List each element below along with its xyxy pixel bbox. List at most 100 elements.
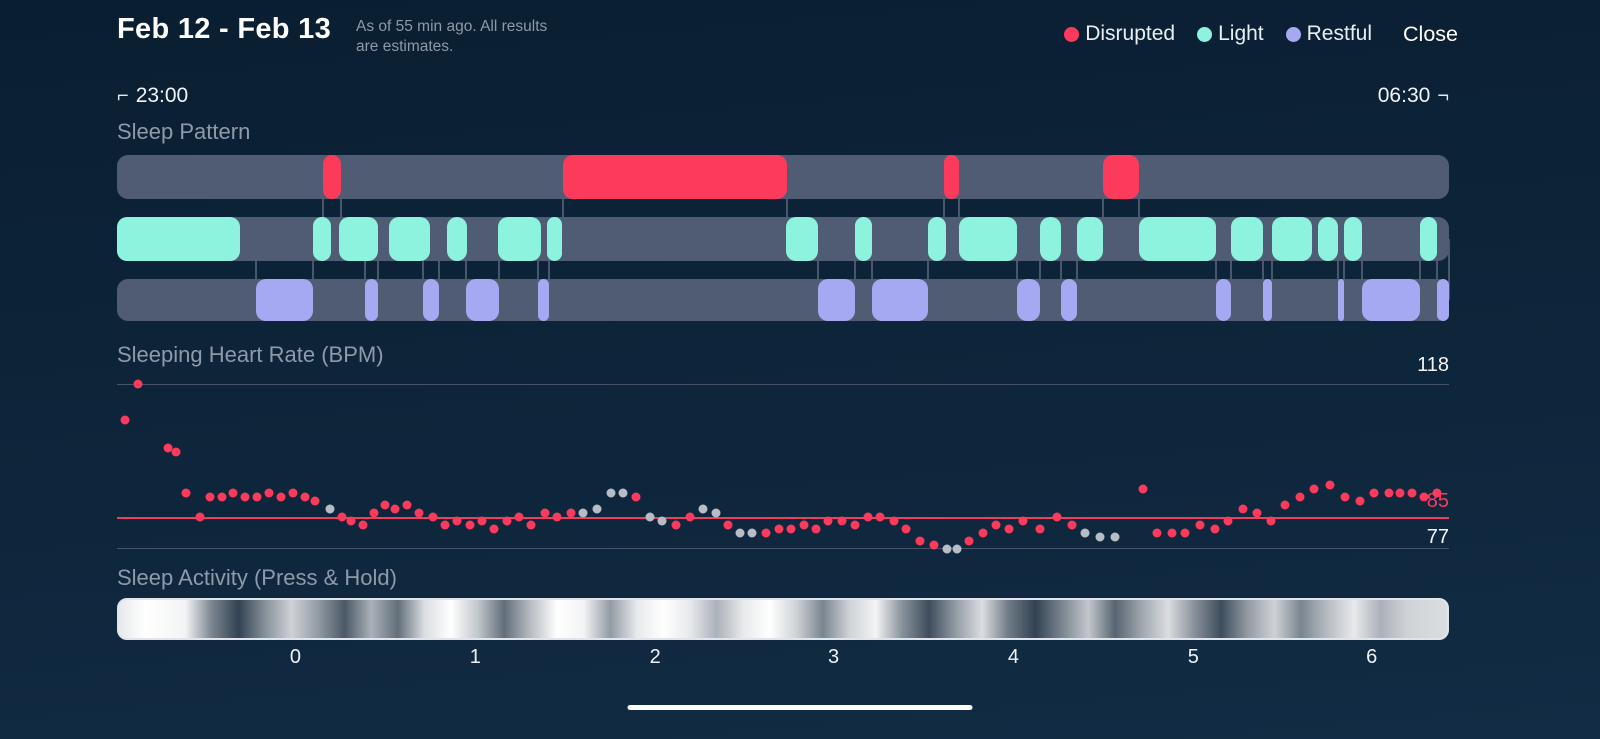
heart-rate-dot [205, 492, 215, 502]
heart-rate-dot [1432, 488, 1442, 498]
heart-rate-chart[interactable] [117, 379, 1449, 554]
heart-rate-dot [346, 516, 356, 526]
restful-segment [1017, 279, 1041, 321]
min-reference-line [117, 548, 1449, 549]
light-segment [388, 217, 430, 261]
heart-rate-dot [1419, 492, 1429, 502]
heart-rate-dot [901, 524, 911, 534]
light-segment [928, 217, 946, 261]
date-range-title: Feb 12 - Feb 13 [117, 13, 332, 45]
heart-rate-dot [875, 512, 885, 522]
heart-rate-dot [799, 520, 809, 530]
light-segment [1077, 217, 1103, 261]
restful-segment [1437, 279, 1449, 321]
x-axis-tick: 2 [649, 646, 661, 668]
heart-rate-dot [631, 492, 641, 502]
connector-line [1337, 239, 1340, 300]
heart-rate-dot [1238, 504, 1248, 514]
x-axis-tick: 0 [289, 646, 302, 668]
light-track [117, 217, 1449, 261]
home-indicator[interactable] [627, 705, 973, 710]
heart-rate-dot [133, 379, 143, 389]
heart-rate-dot [1266, 516, 1275, 526]
restful-segment [537, 279, 549, 321]
heart-rate-dot [428, 512, 438, 522]
disrupted-segment [323, 155, 341, 199]
connector-line [1137, 177, 1140, 239]
heart-rate-dot [1035, 524, 1045, 534]
connector-line [1076, 239, 1079, 300]
left-corner-bracket-icon: ⌐ [117, 85, 129, 107]
connector-line [254, 239, 257, 300]
heart-rate-dot [477, 516, 487, 526]
heart-rate-dot [325, 504, 335, 514]
heart-rate-dot [786, 524, 796, 534]
min-bpm-label: 77 [1426, 526, 1449, 548]
x-axis-tick: 1 [469, 646, 481, 668]
heart-rate-dot [552, 512, 562, 522]
restful-segment [817, 279, 855, 321]
disrupted-segment [563, 155, 787, 199]
connector-line [311, 239, 314, 300]
heart-rate-dot [1280, 500, 1290, 510]
connector-line [1101, 177, 1104, 239]
heart-rate-dot [1067, 520, 1077, 530]
heart-rate-dot [761, 528, 771, 538]
sleep-activity-bar[interactable] [117, 598, 1449, 640]
connector-line [1060, 239, 1063, 300]
disrupted-dot-icon [1064, 26, 1080, 42]
restful-segment [1215, 279, 1231, 321]
heart-rate-dot [1052, 512, 1062, 522]
light-segment [785, 217, 818, 261]
connector-line [816, 239, 819, 300]
heart-rate-dot [735, 528, 745, 538]
heart-rate-dot [645, 512, 655, 522]
heart-rate-dot [171, 447, 181, 457]
as-of-line1: As of 55 min ago. All results [356, 18, 548, 35]
heart-rate-dot [1180, 528, 1190, 538]
sleep-pattern-chart[interactable] [117, 155, 1450, 323]
light-segment [312, 217, 332, 261]
heart-rate-dot [402, 500, 412, 510]
heart-rate-dot [440, 520, 450, 530]
legend-label-light: Light [1218, 22, 1264, 45]
heart-rate-dot [915, 536, 925, 546]
heart-rate-dot [465, 520, 475, 530]
heart-rate-dot [1095, 532, 1105, 542]
heart-rate-dot [514, 512, 524, 522]
restful-segment [364, 279, 379, 321]
connector-line [547, 239, 550, 300]
legend-label-disrupted: Disrupted [1085, 22, 1176, 45]
connector-line [562, 177, 565, 239]
light-segment [1419, 217, 1437, 261]
connector-line [785, 177, 788, 239]
heart-rate-dot [489, 524, 499, 534]
heart-rate-dot [228, 488, 238, 498]
restful-segment [465, 279, 500, 321]
heart-rate-dot [578, 508, 588, 518]
heart-rate-dot [1195, 520, 1205, 530]
time-range-row: ⌐ 23:00 06:30 ¬ [117, 84, 1449, 108]
heart-rate-dot [850, 520, 860, 530]
legend-item-light: Light [1197, 22, 1264, 46]
start-time-label: 23:00 [135, 84, 189, 107]
light-segment [117, 217, 240, 261]
heart-rate-dot [1210, 524, 1220, 534]
as-of-note: As of 55 min ago. All results are estima… [356, 17, 547, 57]
heart-rate-dot [240, 492, 250, 502]
heart-rate-dot [1369, 488, 1379, 498]
light-dot-icon [1197, 26, 1213, 42]
connector-line [871, 239, 874, 300]
restful-segment [1338, 279, 1344, 321]
close-button[interactable]: Close [1403, 22, 1458, 46]
heart-rate-dot [1223, 516, 1233, 526]
light-segment [447, 217, 468, 261]
x-axis-tick: 3 [828, 646, 840, 668]
connector-line [1261, 239, 1264, 300]
light-segment [1138, 217, 1216, 261]
connector-line [1016, 239, 1019, 300]
heart-rate-dot [774, 524, 784, 534]
avg-bpm-label: 85 [1426, 490, 1449, 512]
x-axis-tick: 6 [1366, 646, 1378, 668]
light-segment [854, 217, 873, 261]
